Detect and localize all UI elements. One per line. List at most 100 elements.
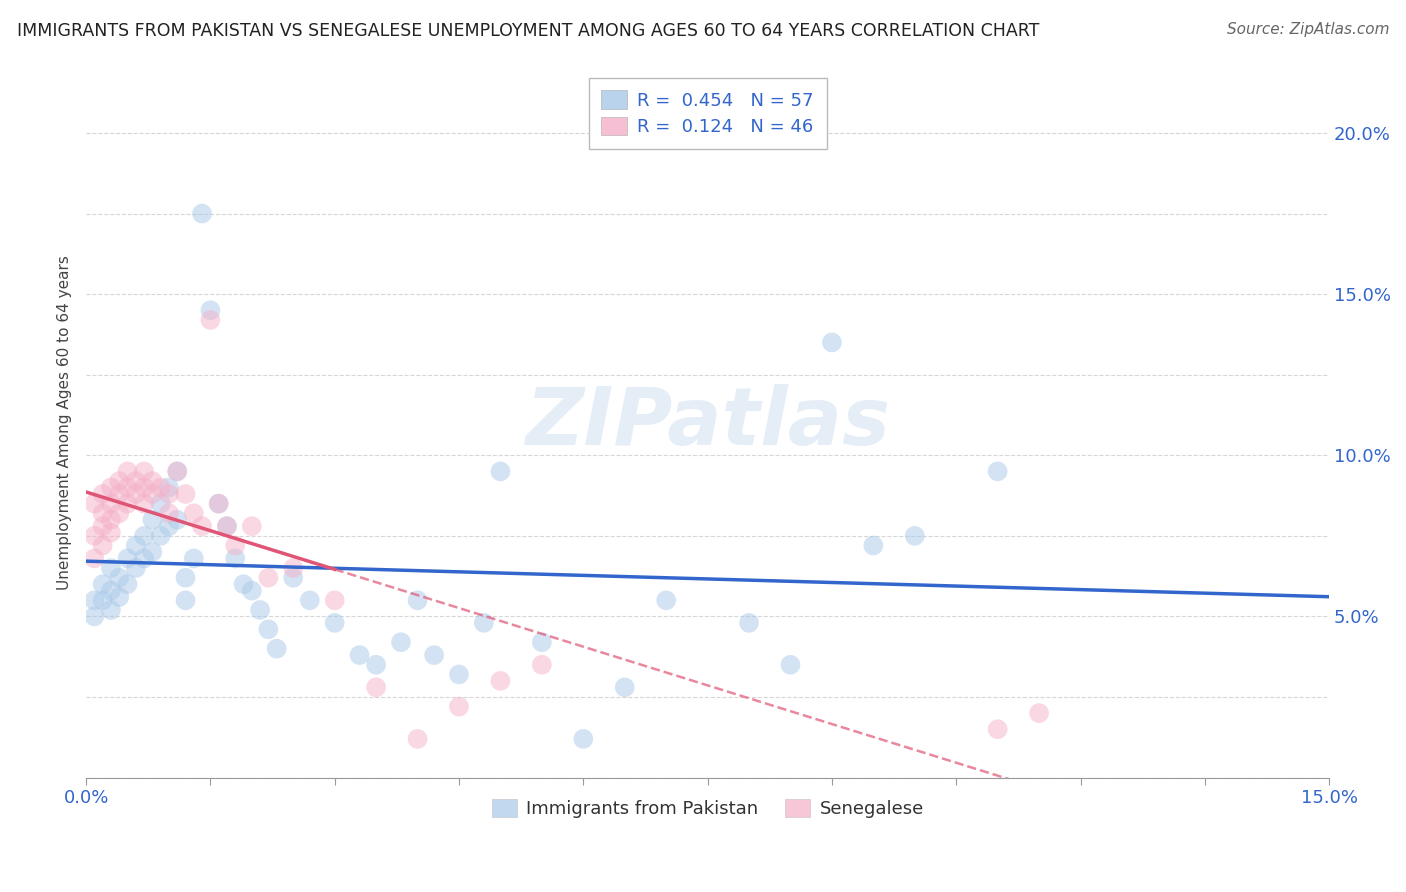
Point: [266, 641, 288, 656]
Point: [191, 206, 214, 220]
Point: [157, 519, 180, 533]
Point: [821, 335, 844, 350]
Point: [298, 593, 321, 607]
Point: [183, 506, 205, 520]
Point: [100, 583, 122, 598]
Point: [489, 673, 512, 688]
Point: [132, 481, 155, 495]
Point: [174, 571, 197, 585]
Point: [366, 657, 388, 672]
Point: [149, 529, 172, 543]
Point: [117, 577, 139, 591]
Point: [157, 481, 180, 495]
Point: [91, 593, 114, 607]
Point: [174, 593, 197, 607]
Point: [117, 481, 139, 495]
Point: [91, 506, 114, 520]
Point: [108, 474, 131, 488]
Point: [83, 497, 105, 511]
Point: [257, 571, 280, 585]
Point: [613, 681, 636, 695]
Point: [132, 464, 155, 478]
Point: [100, 497, 122, 511]
Point: [572, 731, 595, 746]
Point: [224, 551, 246, 566]
Point: [108, 487, 131, 501]
Point: [108, 506, 131, 520]
Point: [100, 481, 122, 495]
Point: [183, 551, 205, 566]
Point: [141, 474, 163, 488]
Point: [117, 464, 139, 478]
Point: [83, 593, 105, 607]
Point: [100, 603, 122, 617]
Point: [91, 487, 114, 501]
Point: [91, 519, 114, 533]
Point: [904, 529, 927, 543]
Point: [232, 577, 254, 591]
Point: [224, 539, 246, 553]
Point: [447, 667, 470, 681]
Point: [149, 497, 172, 511]
Point: [489, 464, 512, 478]
Point: [530, 657, 553, 672]
Point: [862, 539, 884, 553]
Point: [406, 731, 429, 746]
Point: [249, 603, 271, 617]
Point: [132, 529, 155, 543]
Point: [323, 615, 346, 630]
Point: [83, 609, 105, 624]
Point: [100, 513, 122, 527]
Point: [91, 577, 114, 591]
Point: [447, 699, 470, 714]
Point: [200, 303, 222, 318]
Point: [208, 497, 231, 511]
Point: [141, 487, 163, 501]
Point: [83, 529, 105, 543]
Text: ZIPatlas: ZIPatlas: [524, 384, 890, 462]
Point: [125, 561, 148, 575]
Point: [191, 519, 214, 533]
Point: [240, 519, 263, 533]
Point: [108, 571, 131, 585]
Point: [257, 623, 280, 637]
Point: [125, 487, 148, 501]
Point: [655, 593, 678, 607]
Point: [349, 648, 371, 662]
Point: [215, 519, 238, 533]
Point: [108, 590, 131, 604]
Point: [100, 525, 122, 540]
Point: [141, 545, 163, 559]
Point: [166, 464, 188, 478]
Point: [125, 474, 148, 488]
Point: [83, 551, 105, 566]
Point: [132, 497, 155, 511]
Point: [208, 497, 231, 511]
Point: [166, 464, 188, 478]
Point: [100, 561, 122, 575]
Point: [283, 561, 305, 575]
Point: [323, 593, 346, 607]
Point: [406, 593, 429, 607]
Point: [141, 513, 163, 527]
Point: [366, 681, 388, 695]
Point: [987, 723, 1010, 737]
Point: [423, 648, 446, 662]
Point: [779, 657, 801, 672]
Point: [157, 487, 180, 501]
Point: [200, 313, 222, 327]
Point: [283, 571, 305, 585]
Point: [91, 539, 114, 553]
Text: Source: ZipAtlas.com: Source: ZipAtlas.com: [1226, 22, 1389, 37]
Point: [215, 519, 238, 533]
Point: [472, 615, 495, 630]
Point: [125, 539, 148, 553]
Point: [389, 635, 412, 649]
Point: [166, 513, 188, 527]
Point: [987, 464, 1010, 478]
Y-axis label: Unemployment Among Ages 60 to 64 years: Unemployment Among Ages 60 to 64 years: [58, 256, 72, 591]
Point: [1028, 706, 1050, 720]
Point: [240, 583, 263, 598]
Point: [157, 506, 180, 520]
Point: [174, 487, 197, 501]
